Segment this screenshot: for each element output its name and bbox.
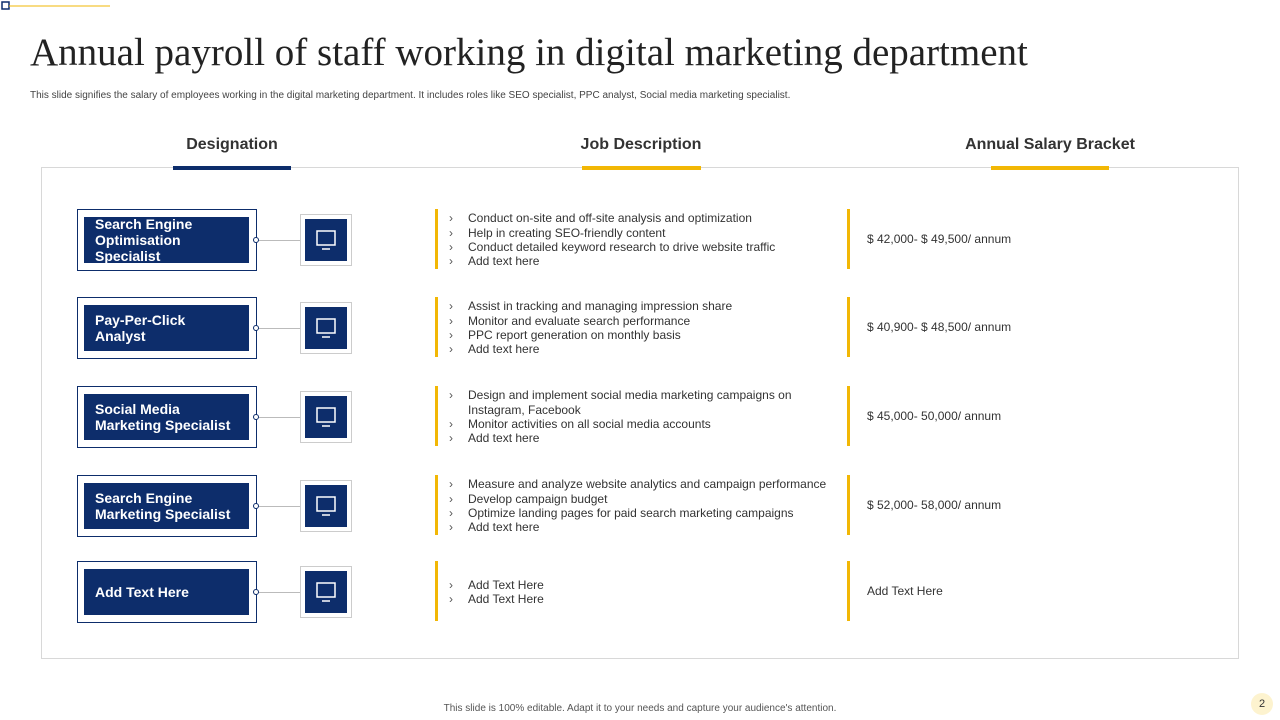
corner-decoration bbox=[1, 1, 110, 10]
bullet-item: Conduct detailed keyword research to dri… bbox=[449, 240, 838, 255]
bullet-item: Add text here bbox=[449, 254, 838, 269]
bullet-item: Design and implement social media market… bbox=[449, 388, 838, 417]
divider bbox=[847, 561, 850, 621]
designation: Search Engine Marketing Specialist bbox=[84, 483, 249, 529]
column-underline bbox=[581, 166, 701, 170]
icon-glyph bbox=[316, 230, 336, 250]
bullet-item: Add text here bbox=[449, 520, 838, 535]
connector-dot bbox=[253, 503, 259, 509]
icon-frame bbox=[300, 391, 352, 443]
icon-frame bbox=[300, 214, 352, 266]
bullet-item: Monitor activities on all social media a… bbox=[449, 417, 838, 432]
divider bbox=[847, 297, 850, 357]
divider bbox=[847, 386, 850, 446]
icon-frame bbox=[300, 480, 352, 532]
bullet-item: Monitor and evaluate search performance bbox=[449, 314, 838, 329]
divider bbox=[435, 561, 438, 621]
connector-dot bbox=[253, 325, 259, 331]
column-underline bbox=[991, 166, 1109, 170]
bullet-item: Add Text Here bbox=[449, 578, 838, 593]
connector-dot bbox=[253, 589, 259, 595]
bullet-item: Add text here bbox=[449, 431, 838, 446]
divider bbox=[847, 475, 850, 535]
divider bbox=[435, 209, 438, 269]
icon-glyph bbox=[316, 496, 336, 516]
salary: $ 40,900- $ 48,500/ annum bbox=[867, 320, 1012, 334]
divider bbox=[435, 297, 438, 357]
footer-note: This slide is 100% editable. Adapt it to… bbox=[443, 703, 837, 714]
icon bbox=[305, 571, 347, 613]
bullet-item: Optimize landing pages for paid search m… bbox=[449, 506, 838, 521]
icon bbox=[305, 219, 347, 261]
salary: $ 42,000- $ 49,500/ annum bbox=[867, 232, 1012, 246]
icon bbox=[305, 485, 347, 527]
divider bbox=[847, 209, 850, 269]
connector bbox=[257, 592, 300, 593]
designation: Social Media Marketing Specialist bbox=[84, 394, 249, 440]
column-header: Designation bbox=[186, 136, 278, 153]
title: Annual payroll of staff working in digit… bbox=[30, 31, 1028, 74]
column-underline bbox=[173, 166, 291, 170]
page-number: 2 bbox=[1251, 693, 1273, 715]
column-header: Job Description bbox=[580, 136, 702, 153]
icon-glyph bbox=[316, 407, 336, 427]
job-description: Measure and analyze website analytics an… bbox=[449, 477, 838, 535]
divider bbox=[435, 475, 438, 535]
icon-frame bbox=[300, 566, 352, 618]
designation: Search Engine Optimisation Specialist bbox=[84, 216, 249, 264]
designation: Add Text Here bbox=[84, 569, 249, 615]
job-description: Conduct on-site and off-site analysis an… bbox=[449, 211, 838, 269]
icon-glyph bbox=[316, 582, 336, 602]
bullet-item: Add text here bbox=[449, 342, 838, 357]
salary: $ 45,000- 50,000/ annum bbox=[867, 409, 1002, 423]
job-description: Design and implement social media market… bbox=[449, 388, 838, 446]
job-description: Assist in tracking and managing impressi… bbox=[449, 299, 838, 357]
designation: Pay-Per-Click Analyst bbox=[84, 305, 249, 351]
salary: $ 52,000- 58,000/ annum bbox=[867, 498, 1002, 512]
bullet-item: Measure and analyze website analytics an… bbox=[449, 477, 838, 492]
bullet-item: Develop campaign budget bbox=[449, 492, 838, 507]
bullet-item: Assist in tracking and managing impressi… bbox=[449, 299, 838, 314]
icon-glyph bbox=[316, 318, 336, 338]
bullet-item: Conduct on-site and off-site analysis an… bbox=[449, 211, 838, 226]
connector bbox=[257, 328, 300, 329]
connector bbox=[257, 417, 300, 418]
column-header: Annual Salary Bracket bbox=[965, 136, 1135, 153]
icon bbox=[305, 396, 347, 438]
bullet-item: Help in creating SEO-friendly content bbox=[449, 226, 838, 241]
connector-dot bbox=[253, 414, 259, 420]
divider bbox=[435, 386, 438, 446]
connector-dot bbox=[253, 237, 259, 243]
icon bbox=[305, 307, 347, 349]
salary: Add Text Here bbox=[867, 584, 943, 598]
subtitle: This slide signifies the salary of emplo… bbox=[30, 90, 791, 101]
icon-frame bbox=[300, 302, 352, 354]
bullet-item: PPC report generation on monthly basis bbox=[449, 328, 838, 343]
bullet-item: Add Text Here bbox=[449, 592, 838, 607]
connector bbox=[257, 506, 300, 507]
connector bbox=[257, 240, 300, 241]
